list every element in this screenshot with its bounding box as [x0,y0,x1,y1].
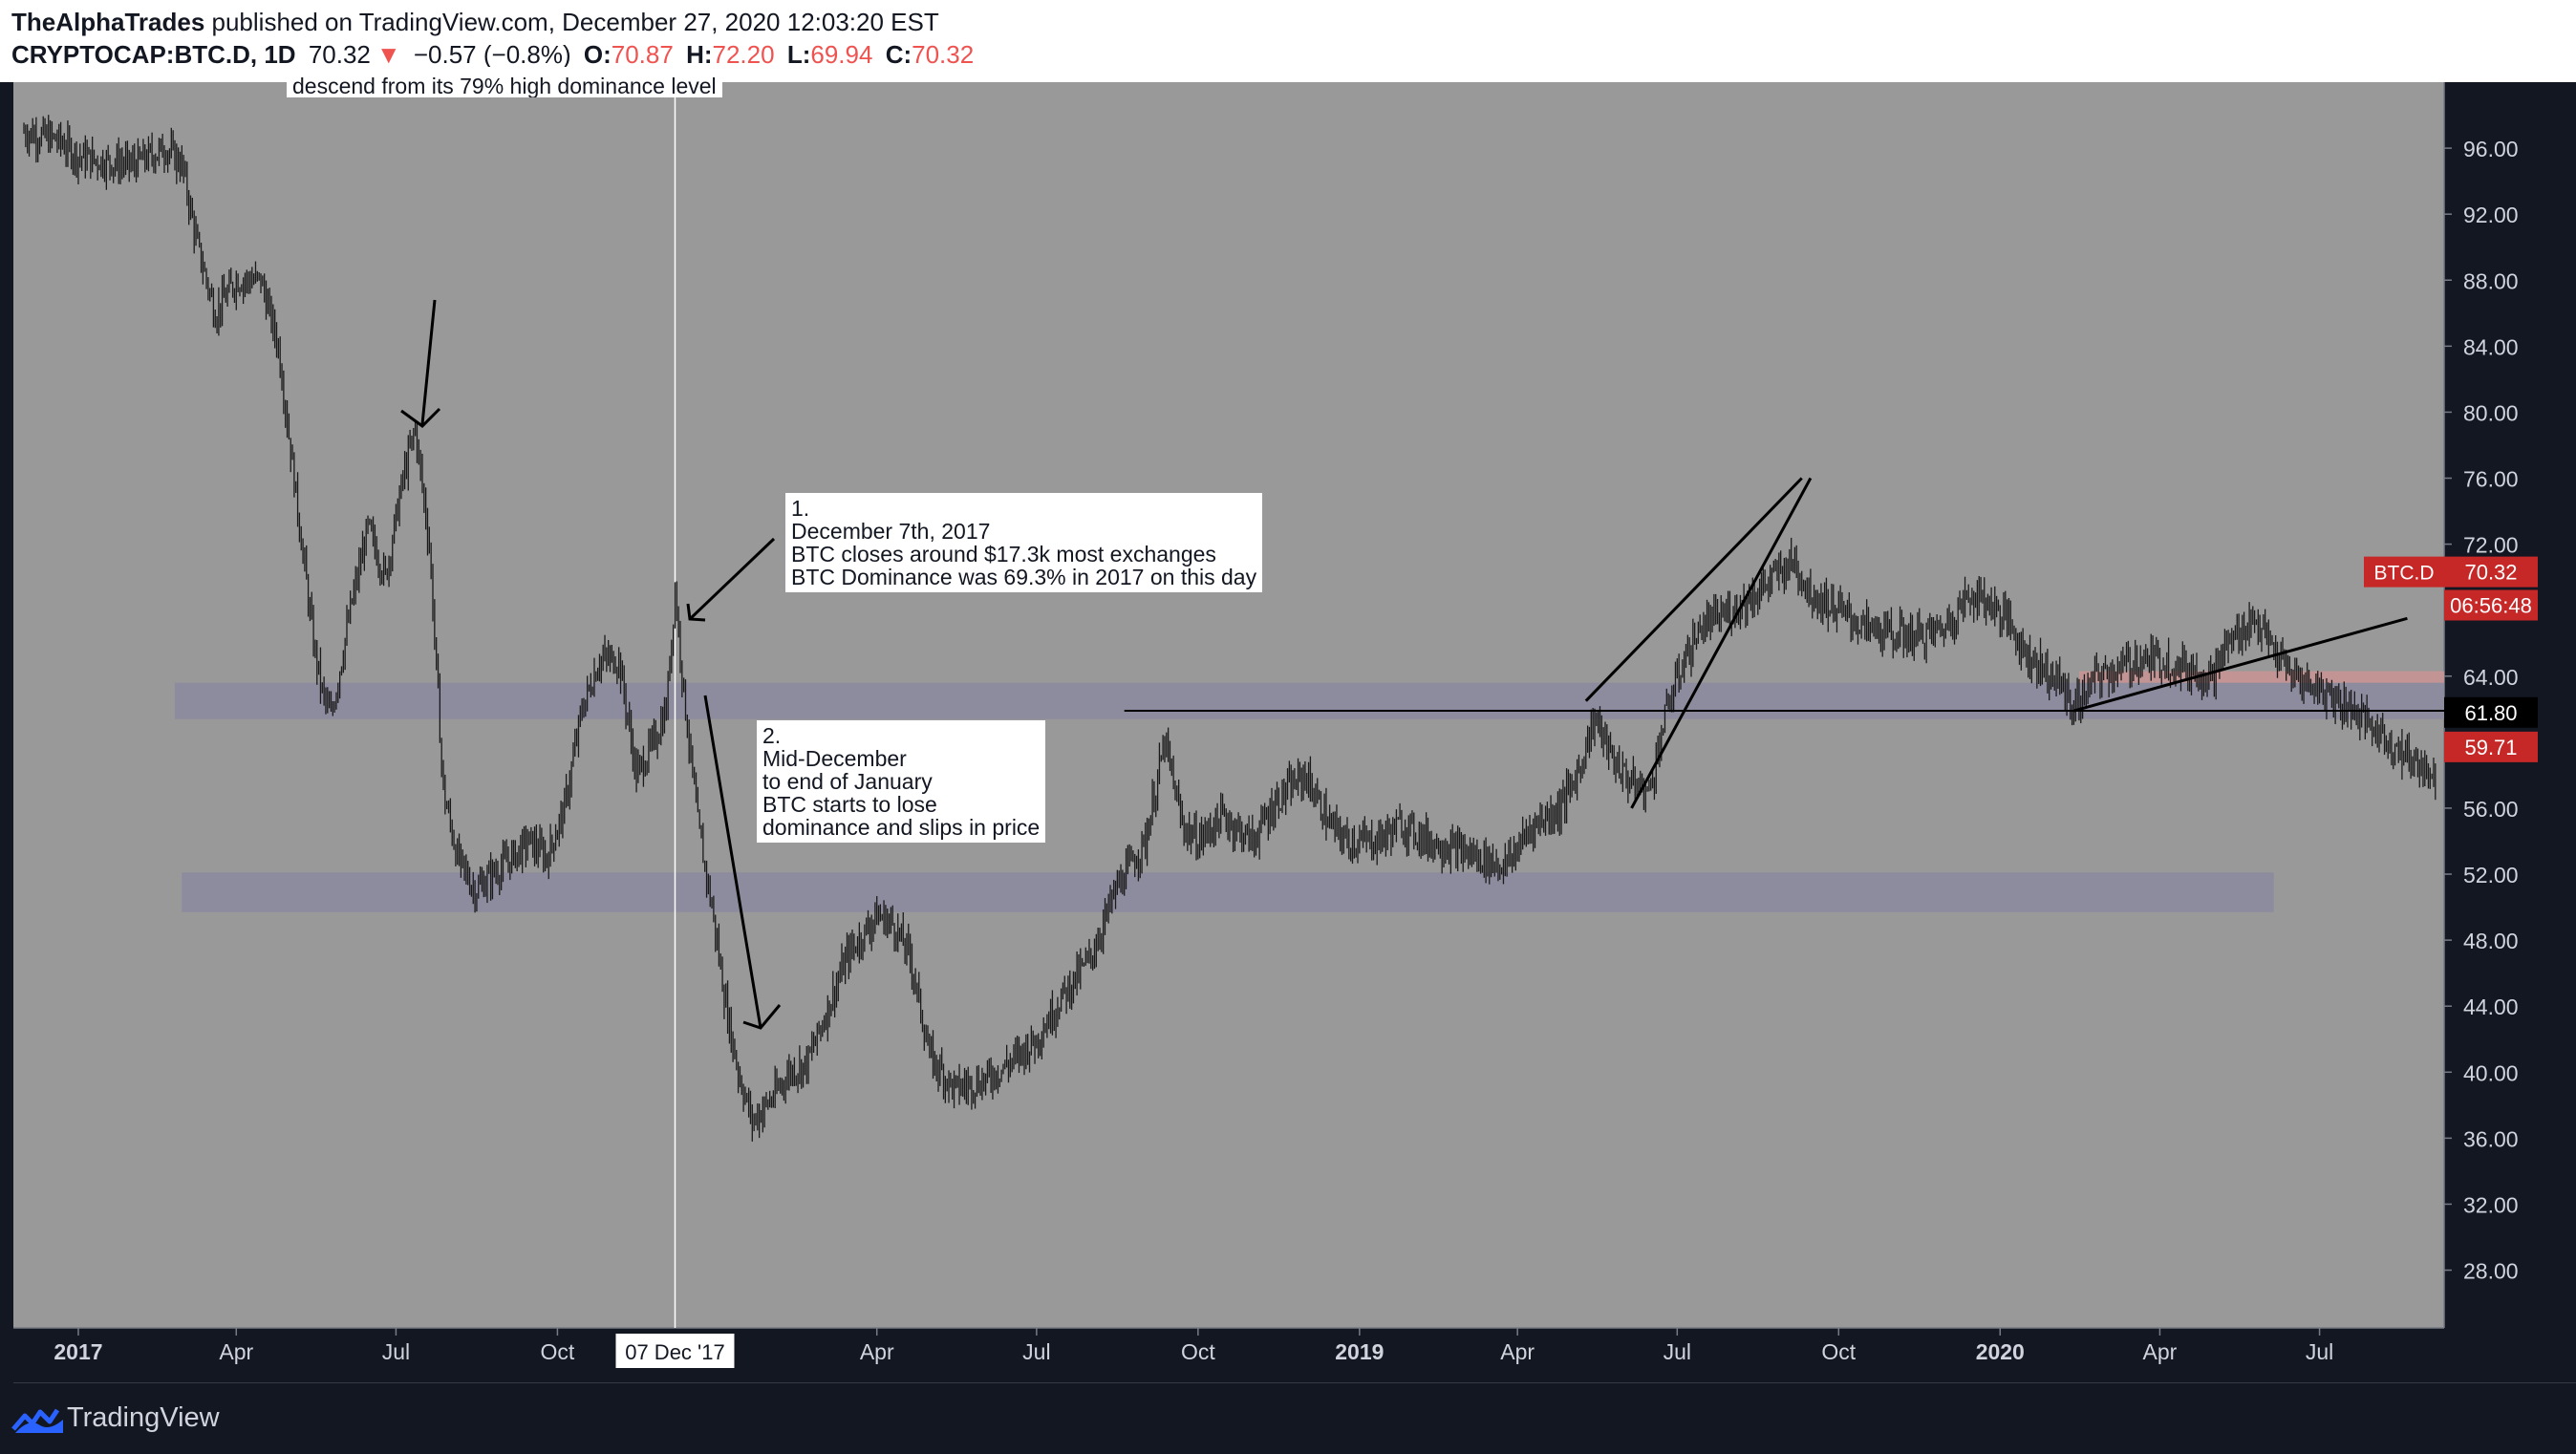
close-value: 70.32 [912,40,975,69]
countdown-tag-value: 06:56:48 [2450,594,2532,618]
high-label: H: [686,40,713,69]
trend-line-0 [1584,477,1803,702]
crosshair-date-label: 07 Dec '17 [625,1340,725,1364]
y-tick-label: 48.00 [2463,929,2519,953]
y-tick-label: 64.00 [2463,665,2519,690]
y-tick-label: 36.00 [2463,1126,2519,1151]
support-zone-0 [174,682,2444,719]
btcd-price-tag-value: 70.32 [2464,561,2517,585]
btcd-price-tag-box [2444,556,2538,588]
annotation-note-1: 1. December 7th, 2017 BTC closes around … [785,493,1263,592]
x-tick-label: Apr [1500,1339,1535,1364]
price-chart[interactable]: 96.0092.0088.0084.0080.0076.0072.0068.00… [0,0,2576,1383]
arrow-2-icon [703,695,782,1030]
open-value: 70.87 [611,40,674,69]
low-value: 69.94 [810,40,873,69]
x-tick-label: Jul [1022,1339,1050,1364]
low-label: L: [786,40,811,69]
x-tick-label: Jul [382,1339,410,1364]
publish-date: published on TradingView.com, December 2… [211,8,939,36]
y-tick-label: 84.00 [2463,334,2519,359]
change-arrow-icon: ▼ [376,40,401,69]
annotation-top-cut: descend from its 79% high dominance leve… [287,67,722,97]
x-tick-label: 2020 [1976,1339,2025,1364]
last-price: 70.32 [308,40,371,69]
level-6180-tag-box [2444,696,2538,728]
footer [0,1383,2576,1454]
x-tick-label: 2019 [1335,1339,1384,1364]
countdown-tag-box [2444,589,2538,621]
ohlc-legend: CRYPTOCAP:BTC.D, 1D 70.32 ▼ −0.57 (−0.8%)… [11,40,979,70]
y-tick-label: 92.00 [2463,203,2519,227]
btcd-price-tag-name-box [2364,556,2444,588]
x-tick-label: 2017 [54,1339,102,1364]
trend-line-2 [2073,616,2408,713]
y-tick-label: 44.00 [2463,994,2519,1019]
level-5971-tag-value: 59.71 [2464,736,2517,759]
y-tick-label: 76.00 [2463,467,2519,492]
publish-info: TheAlphaTrades published on TradingView.… [11,8,939,37]
btcd-price-tag-name: BTC.D [2374,563,2435,585]
author-name[interactable]: TheAlphaTrades [11,8,205,36]
brand-name[interactable]: TradingView [67,1402,220,1433]
arrow-0-icon [400,299,441,428]
y-tick-label: 56.00 [2463,797,2519,822]
open-label: O: [583,40,612,69]
y-tick-label: 32.00 [2463,1192,2519,1217]
y-tick-label: 28.00 [2463,1259,2519,1284]
tradingview-logo-icon[interactable] [11,1401,65,1435]
x-tick-label: Oct [541,1339,575,1364]
x-tick-label: Apr [219,1339,253,1364]
high-value: 72.20 [712,40,775,69]
level-6180-tag-value: 61.80 [2464,701,2517,725]
price-change: −0.57 (−0.8%) [413,40,571,69]
arrow-1-icon [686,537,776,622]
x-tick-label: Apr [860,1339,894,1364]
y-tick-label: 96.00 [2463,137,2519,161]
close-label: C: [885,40,912,69]
y-tick-label: 40.00 [2463,1060,2519,1085]
annotation-note-2: 2. Mid-December to end of January BTC st… [757,720,1046,843]
x-tick-label: Oct [1181,1339,1215,1364]
x-tick-label: Oct [1821,1339,1856,1364]
trend-line-1 [1630,477,1813,809]
support-zone-1 [182,872,2274,912]
level-5971-tag-box [2444,731,2538,762]
x-tick-label: Jul [1664,1339,1691,1364]
y-tick-label: 80.00 [2463,400,2519,425]
x-tick-label: Jul [2306,1339,2333,1364]
y-tick-label: 52.00 [2463,863,2519,887]
x-tick-label: Apr [2143,1339,2178,1364]
symbol-label: CRYPTOCAP:BTC.D, 1D [11,40,296,69]
y-tick-label: 72.00 [2463,533,2519,558]
candles [23,115,2436,1142]
y-tick-label: 88.00 [2463,268,2519,293]
crosshair-date-tag [615,1334,735,1368]
